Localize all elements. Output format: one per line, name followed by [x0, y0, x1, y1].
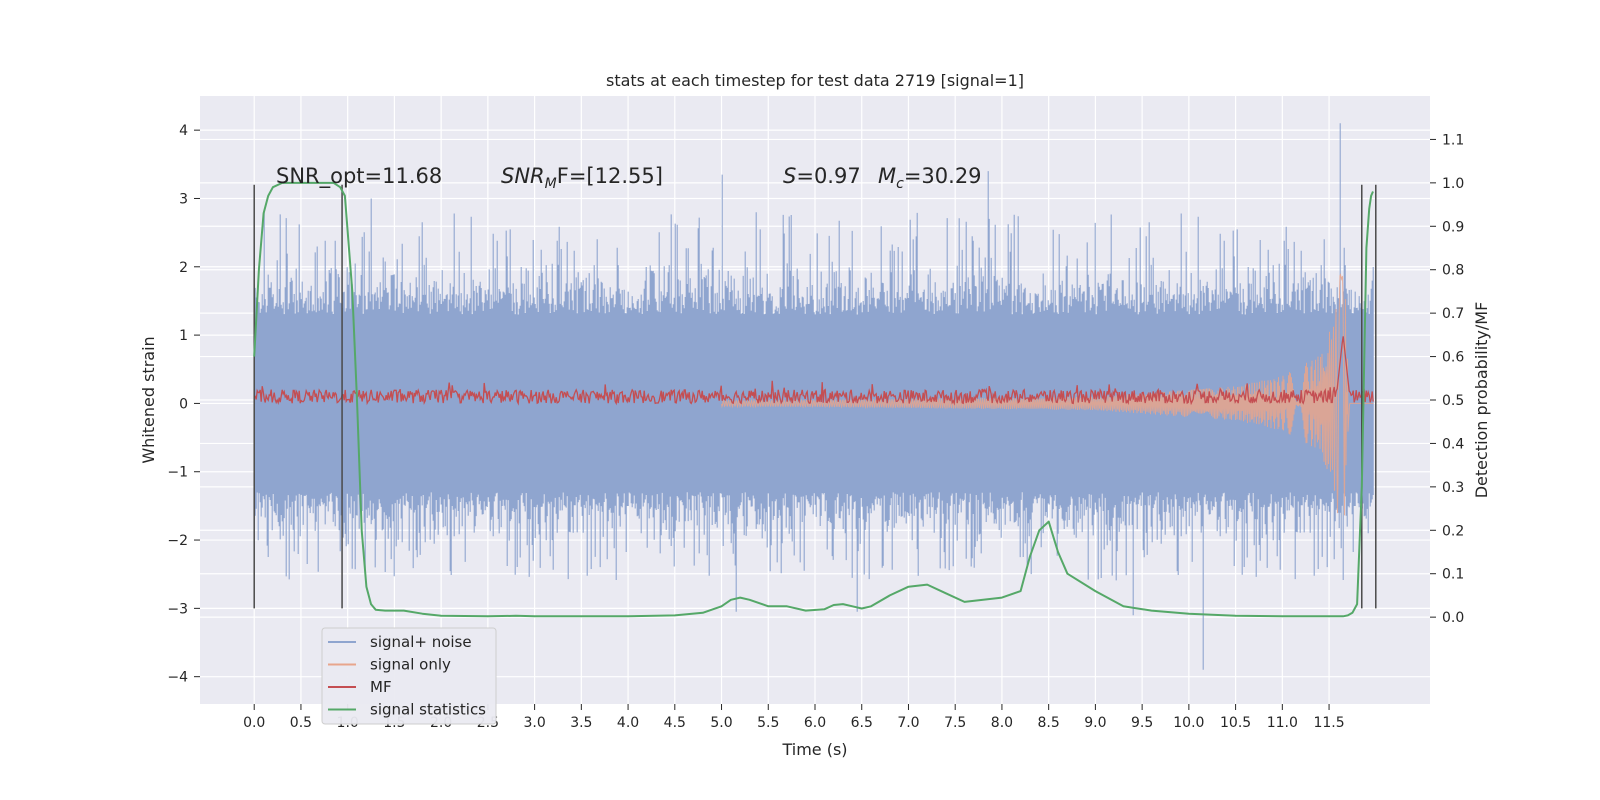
x-tick-label: 8.5: [1038, 715, 1060, 731]
x-tick-label: 6.5: [851, 715, 873, 731]
x-tick-label: 9.5: [1131, 715, 1153, 731]
x-tick-label: 7.0: [897, 715, 919, 731]
y-axis-label-left: Whitened strain: [139, 336, 158, 463]
mc-symbol: M: [878, 164, 896, 188]
x-tick-label: 10.0: [1173, 715, 1204, 731]
x-tick-label: 3.0: [523, 715, 545, 731]
snr-mf-symbol: SNR: [501, 164, 545, 188]
x-tick-label: 4.5: [664, 715, 686, 731]
y-right-tick-label: 0.2: [1442, 523, 1464, 539]
x-tick-label: 6.0: [804, 715, 826, 731]
y-right-tick-label: 0.6: [1442, 350, 1464, 366]
legend-label: MF: [370, 678, 392, 696]
x-tick-label: 11.0: [1267, 715, 1298, 731]
x-tick-label: 0.5: [290, 715, 312, 731]
y-right-tick-label: 0.7: [1442, 306, 1464, 322]
y-left-tick-label: 2: [179, 260, 188, 276]
y-left-tick-label: 1: [179, 328, 188, 344]
x-tick-label: 9.0: [1084, 715, 1106, 731]
x-tick-label: 7.5: [944, 715, 966, 731]
axes: 0.00.51.01.52.02.53.03.54.04.55.05.56.06…: [167, 123, 1464, 731]
chart-title: stats at each timestep for test data 271…: [606, 71, 1024, 90]
y-left-tick-label: −3: [167, 601, 188, 617]
legend-box: [321, 627, 497, 725]
y-left-tick-label: 0: [179, 396, 188, 412]
y-right-tick-label: 0.8: [1442, 263, 1464, 279]
y-left-tick-label: −4: [167, 670, 188, 686]
y-left-tick-label: −1: [167, 465, 188, 481]
s-symbol: S: [783, 164, 796, 188]
legend-label: signal statistics: [370, 701, 486, 719]
mc-annotation: Mc=30.29: [878, 164, 982, 192]
signal-statistics-line: [253, 181, 1374, 618]
mf-line: [253, 336, 1374, 406]
y-left-tick-label: 3: [179, 191, 188, 207]
legend: signal+ noise signal only MF signal statist…: [321, 627, 497, 725]
x-tick-label: 5.0: [710, 715, 732, 731]
y-right-tick-label: 0.4: [1442, 436, 1464, 452]
y-left-tick-label: 4: [179, 123, 188, 139]
y-right-tick-label: 0.9: [1442, 219, 1464, 235]
s-value: =0.97: [796, 164, 860, 188]
snr-opt-annotation: SNR_opt=11.68: [276, 164, 442, 189]
y-right-tick-label: 0.0: [1442, 610, 1464, 626]
y-right-tick-label: 0.3: [1442, 480, 1464, 496]
s-annotation: S=0.97: [783, 164, 861, 188]
x-tick-label: 3.5: [570, 715, 592, 731]
snr-mf-annotation: SNRMF=[12.55]: [501, 164, 663, 192]
x-tick-label: 0.0: [243, 715, 265, 731]
plot-series: [253, 123, 1377, 670]
mc-subscript: c: [896, 176, 904, 192]
x-tick-label: 8.0: [991, 715, 1013, 731]
legend-label: signal+ noise: [370, 633, 472, 651]
y-right-tick-label: 0.1: [1442, 567, 1464, 583]
y-right-tick-label: 1.1: [1442, 132, 1464, 148]
x-axis-label: Time (s): [781, 740, 847, 759]
y-right-tick-label: 0.5: [1442, 393, 1464, 409]
y-axis-label-right: Detection probability/MF: [1472, 302, 1491, 499]
x-tick-label: 11.5: [1313, 715, 1344, 731]
x-tick-label: 4.0: [617, 715, 639, 731]
y-left-tick-label: −2: [167, 533, 188, 549]
snr-mf-value: F=[12.55]: [557, 164, 663, 188]
x-tick-label: 10.5: [1220, 715, 1251, 731]
mc-value: =30.29: [904, 164, 982, 188]
x-tick-label: 5.5: [757, 715, 779, 731]
snr-mf-subscript: M: [545, 176, 557, 192]
y-right-tick-label: 1.0: [1442, 176, 1464, 192]
legend-label: signal only: [370, 656, 451, 674]
